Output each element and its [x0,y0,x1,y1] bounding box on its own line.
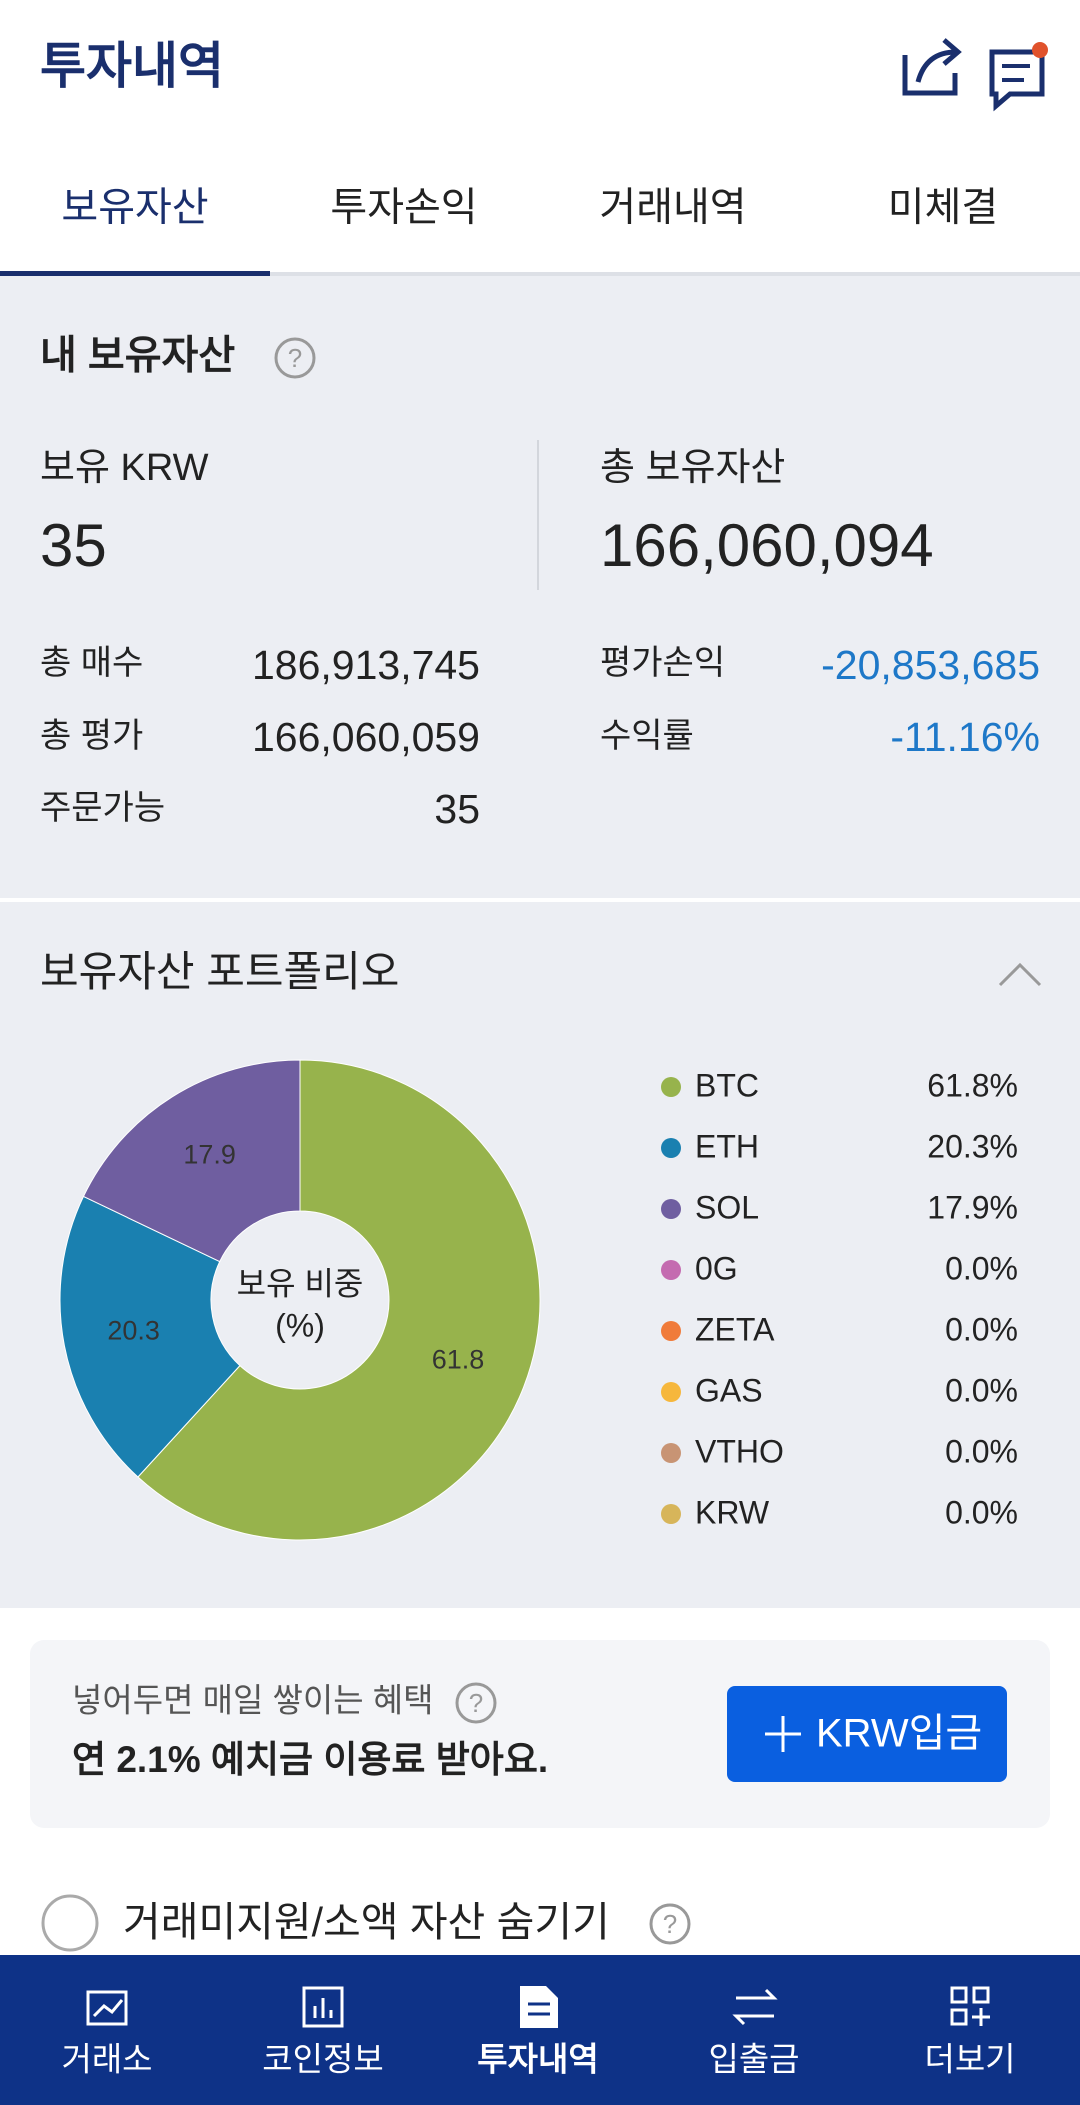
legend-swatch [661,1260,681,1280]
krw-value: 35 [40,512,107,579]
detail-value: 35 [434,786,480,832]
tab[interactable]: 투자손익 [330,186,477,230]
summary-bg [0,276,1080,898]
tab[interactable]: 거래내역 [599,186,746,230]
slice-label: 20.3 [107,1315,160,1345]
promo-subtitle: 넣어두면 매일 쌓이는 혜택 [72,1682,433,1719]
legend-label: VTHO [695,1433,784,1469]
legend-value: 0.0% [945,1372,1018,1408]
legend-value: 61.8% [927,1067,1018,1103]
center-unit: (%) [275,1307,325,1343]
option-label: 거래미지원/소액 자산 숨기기 [123,1899,610,1945]
notice-button[interactable] [989,42,1048,112]
legend-label: SOL [695,1189,759,1225]
nav-item[interactable]: 코인정보 [262,1986,384,2078]
slice [137,1059,541,1541]
help-icon[interactable]: ? [649,1903,691,1945]
checkbox[interactable] [41,1894,99,1952]
help-icon[interactable]: ? [274,337,316,379]
krw-label: 보유 KRW [40,447,209,489]
detail-label: 총 평가 [40,717,143,755]
nav-item[interactable]: 더보기 [924,1986,1016,2078]
detail-label: 평가손익 [600,644,725,682]
detail-value: 166,060,059 [252,714,480,760]
tab-indicator [0,271,270,276]
legend-swatch [661,1321,681,1341]
legend-value: 0.0% [945,1433,1018,1469]
slice-label: 17.9 [183,1140,236,1170]
legend-label: ZETA [695,1311,775,1347]
detail-value: -20,853,685 [821,642,1040,688]
slice-label: 61.8 [432,1345,485,1375]
nav-label: 코인정보 [262,2041,383,2078]
legend-swatch [661,1077,681,1097]
tab-border [0,272,1080,276]
detail-label: 수익률 [600,717,694,755]
legend-value: 0.0% [945,1311,1018,1347]
button-label: KRW입금 [816,1712,982,1756]
section-title: 내 보유자산 [40,334,235,378]
slice [82,1059,301,1263]
nav-label: 거래소 [61,2041,152,2078]
detail-value: 186,913,745 [252,642,480,688]
total-value: 166,060,094 [600,512,934,579]
section-title: 보유자산 포트폴리오 [40,948,399,995]
donut-chart: 61.8 BTC 61.8% 20.3 ETH 20.3% 17.9 SOL 17.9% 0G 0.… [59,1059,1018,1541]
slice [59,1195,241,1478]
nav-item[interactable]: 거래소 [61,1990,153,2078]
legend-value: 0.0% [945,1494,1018,1530]
total-label: 총 보유자산 [600,447,785,489]
legend-swatch [661,1504,681,1524]
tab[interactable]: 미체결 [888,186,998,230]
legend-value: 20.3% [927,1128,1018,1164]
nav-label: 입출금 [708,2041,799,2078]
legend-label: GAS [695,1372,763,1408]
help-icon[interactable]: ? [455,1682,497,1724]
legend-label: KRW [695,1494,770,1530]
nav-item[interactable]: 입출금 [708,1988,800,2078]
legend-swatch [661,1199,681,1219]
nav-label: 투자내역 [477,2041,598,2078]
help-mark: ? [288,343,302,373]
collapse-button[interactable] [998,962,1042,987]
share-button[interactable] [902,38,962,96]
help-mark: ? [469,1688,483,1718]
bottom-nav [0,1955,1080,2105]
legend-label: ETH [695,1128,759,1164]
legend-value: 17.9% [927,1189,1018,1225]
detail-value: -11.16% [890,714,1040,760]
center-label: 보유 비중 [237,1265,364,1301]
detail-label: 총 매수 [40,644,143,682]
nav-item[interactable]: 투자내역 [477,1986,599,2078]
help-mark: ? [663,1909,677,1939]
legend-swatch [661,1138,681,1158]
detail-label: 주문가능 [40,789,165,827]
promo-headline: 연 2.1% 예치금 이용료 받아요. [72,1739,548,1780]
tab-active[interactable]: 보유자산 [61,186,208,230]
legend-label: 0G [695,1250,738,1286]
legend-value: 0.0% [945,1250,1018,1286]
page-title: 투자내역 [40,38,224,94]
nav-label: 더보기 [924,2041,1015,2078]
legend-swatch [661,1382,681,1402]
legend-swatch [661,1443,681,1463]
legend-label: BTC [695,1067,759,1103]
deposit-button[interactable]: KRW입금 [727,1686,1007,1782]
